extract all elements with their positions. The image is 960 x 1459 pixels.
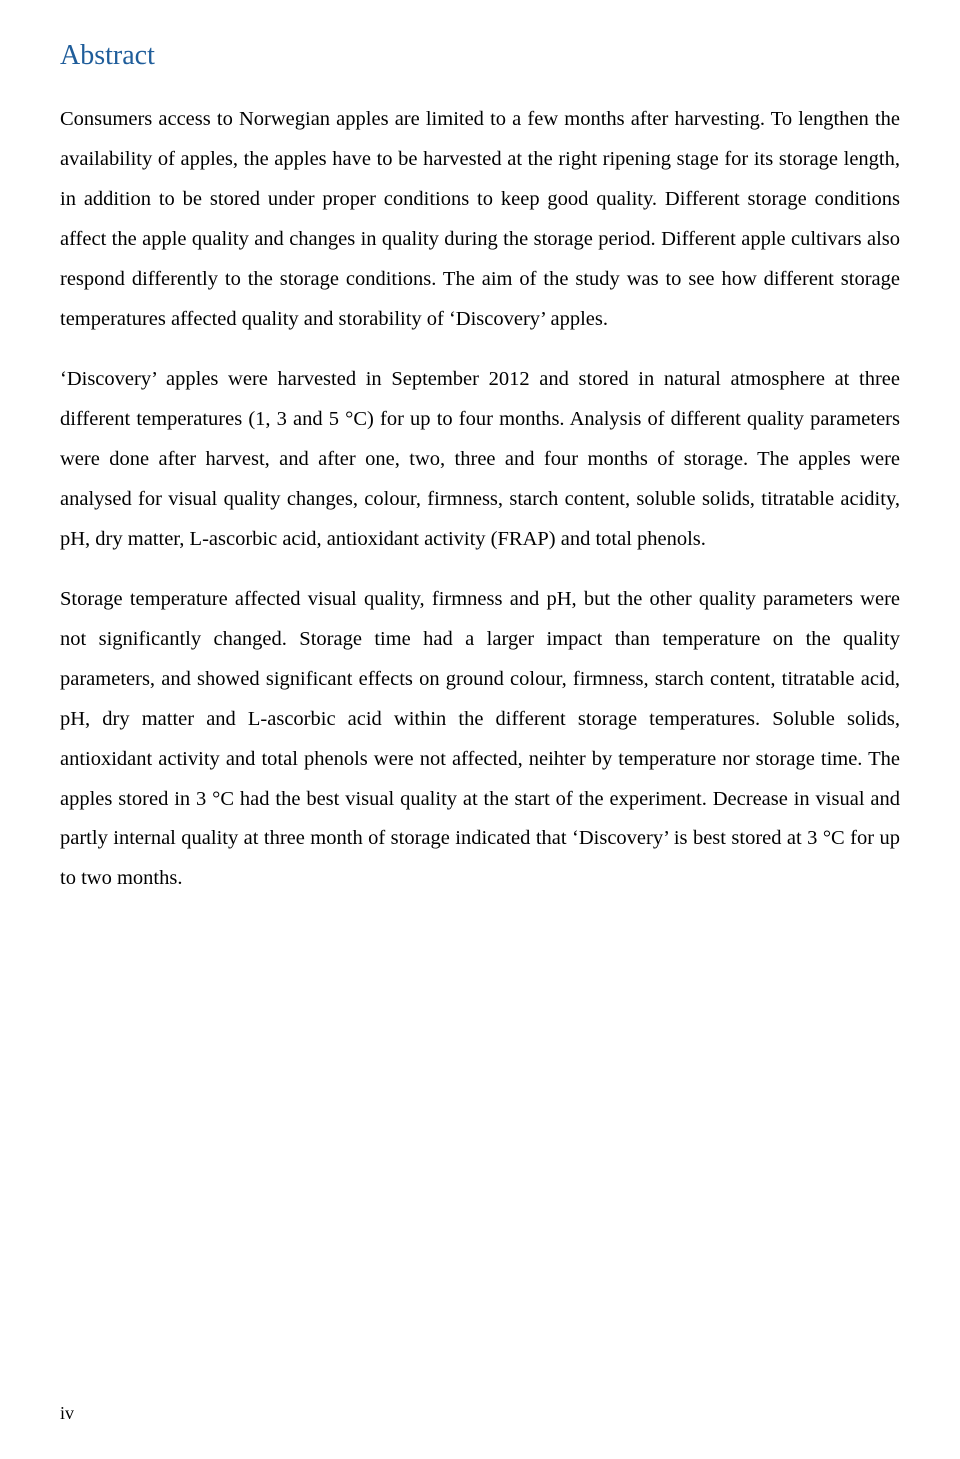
abstract-paragraph-1: Consumers access to Norwegian apples are… [60,100,900,340]
abstract-heading: Abstract [60,40,900,72]
page-number: iv [60,1403,74,1424]
page-container: Abstract Consumers access to Norwegian a… [0,0,960,1459]
abstract-paragraph-2: ‘Discovery’ apples were harvested in Sep… [60,360,900,560]
abstract-paragraph-3: Storage temperature affected visual qual… [60,580,900,900]
